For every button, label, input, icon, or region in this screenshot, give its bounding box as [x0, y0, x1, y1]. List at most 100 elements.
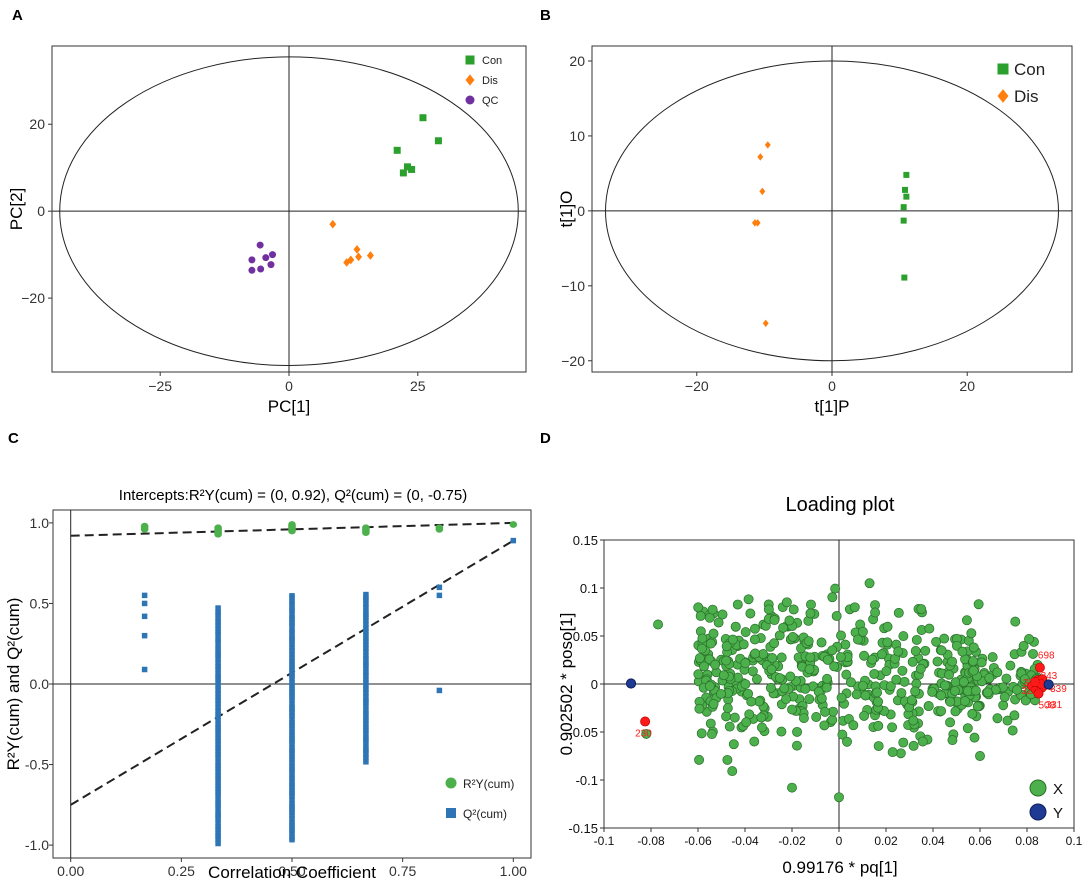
loading-point-x — [765, 682, 776, 693]
loading-point-x — [972, 701, 983, 712]
loading-point-x — [1005, 660, 1016, 671]
y-tick-label-c: 1.0 — [30, 515, 50, 531]
loading-point-x — [781, 694, 791, 705]
y-tick-label-a: −20 — [21, 290, 45, 306]
data-point-q2-cum — [141, 592, 148, 599]
data-point-q2-cum — [363, 703, 369, 710]
legend-label-qc: QC — [482, 95, 499, 107]
data-point-q2-cum — [215, 820, 221, 826]
loading-point-x — [787, 782, 797, 793]
loading-point-x — [982, 687, 993, 698]
y-tick-label-b: −10 — [561, 278, 585, 294]
y-tick-label-d: 0.05 — [573, 629, 598, 644]
data-point-q2-cum — [289, 834, 295, 841]
loading-point-x — [827, 645, 838, 656]
data-point-q2-cum — [363, 653, 369, 659]
data-point-q2-cum — [215, 800, 221, 807]
data-point-dis — [757, 153, 764, 161]
data-point-q2-cum — [289, 804, 295, 810]
data-point-q2-cum — [363, 731, 369, 737]
panel-d-loading-plot: Loading plot -0.1 -0.08 -0.06 -0.04 -0.02 0 0.0… — [557, 494, 1083, 877]
data-point-q2-cum — [215, 687, 221, 693]
loading-point-x — [774, 673, 785, 683]
legend-label-r2y-cum: R²Y(cum) — [463, 777, 514, 791]
hotelling-ellipse-a — [59, 56, 519, 366]
loading-point-x — [848, 720, 859, 731]
data-point-q2-cum — [215, 629, 221, 635]
loading-point-x — [787, 632, 798, 642]
data-point-r2y-cum — [435, 524, 444, 532]
data-point-q2-cum — [215, 810, 221, 817]
y-tick-label-a: 20 — [29, 116, 45, 132]
data-point-q2-cum — [289, 778, 295, 785]
loading-point-x — [908, 715, 919, 726]
loading-point-x — [961, 615, 972, 626]
data-point-con — [900, 217, 907, 224]
data-point-q2-cum — [363, 625, 369, 632]
loading-point-x — [927, 686, 938, 697]
legend-marker-con — [465, 55, 475, 65]
loading-point-x — [740, 627, 751, 638]
x-tick-label-c: 1.00 — [500, 863, 527, 879]
data-point-q2-cum — [289, 593, 295, 599]
loading-point-x — [800, 683, 811, 694]
loading-point-x — [870, 607, 881, 618]
data-point-q2-cum — [289, 830, 295, 837]
loading-point-x — [975, 751, 985, 761]
data-point-q2-cum — [289, 716, 295, 723]
data-point-q2-cum — [363, 601, 369, 607]
loading-point-x — [779, 683, 790, 694]
data-point-q2-cum — [289, 701, 295, 708]
loading-point-x — [945, 717, 956, 728]
x-tick-label-d: -0.02 — [778, 834, 806, 848]
data-point-q2-cum — [363, 741, 369, 747]
data-point-con — [903, 193, 910, 200]
loading-point-x — [776, 726, 787, 737]
loading-point-x — [910, 646, 921, 656]
loading-point-x — [827, 714, 838, 725]
loading-point-x — [906, 695, 917, 706]
legend-marker-r2y-cum — [445, 777, 457, 789]
loading-point-x — [693, 602, 704, 613]
data-point-q2-cum — [289, 819, 295, 826]
data-point-q2-cum — [289, 745, 295, 751]
loading-point-x — [804, 694, 815, 705]
data-point-q2-cum — [215, 769, 221, 775]
loading-point-x — [895, 748, 906, 759]
y-tick-label-c: 0.0 — [30, 676, 50, 692]
data-point-q2-cum — [289, 651, 295, 658]
data-point-q2-cum — [289, 664, 295, 671]
data-point-q2-cum — [289, 797, 295, 803]
data-point-q2-cum — [215, 744, 221, 751]
loading-point-x — [750, 648, 761, 659]
loading-point-x — [749, 736, 760, 747]
y-tick-label-a: 0 — [37, 203, 45, 219]
loading-point-x — [792, 726, 803, 737]
loading-point-x — [1001, 673, 1012, 684]
loading-point-x — [641, 728, 652, 739]
loading-point-x — [998, 700, 1009, 711]
loading-point-x — [973, 599, 984, 610]
data-point-dis — [329, 219, 337, 229]
loading-point-x — [705, 638, 716, 649]
data-point-dis — [764, 141, 771, 149]
data-point-q2-cum — [215, 773, 221, 779]
data-point-q2-cum — [289, 812, 295, 819]
data-point-q2-cum — [215, 643, 221, 650]
loading-point-x — [876, 649, 887, 660]
data-point-r2y-cum — [214, 524, 222, 532]
data-point-q2-cum — [215, 666, 221, 673]
data-point-q2-cum — [215, 754, 221, 761]
x-tick-label-d: -0.06 — [684, 834, 712, 848]
loading-point-x — [970, 685, 981, 696]
data-point-q2-cum — [363, 604, 369, 611]
data-point-q2-cum — [215, 694, 221, 700]
loading-point-x — [829, 661, 840, 672]
data-point-q2-cum — [289, 638, 295, 644]
data-point-q2-cum — [289, 753, 295, 760]
loading-point-x — [860, 690, 871, 701]
hotelling-ellipse-b — [605, 60, 1059, 362]
loading-point-x — [960, 696, 970, 707]
loading-point-x — [987, 652, 998, 663]
